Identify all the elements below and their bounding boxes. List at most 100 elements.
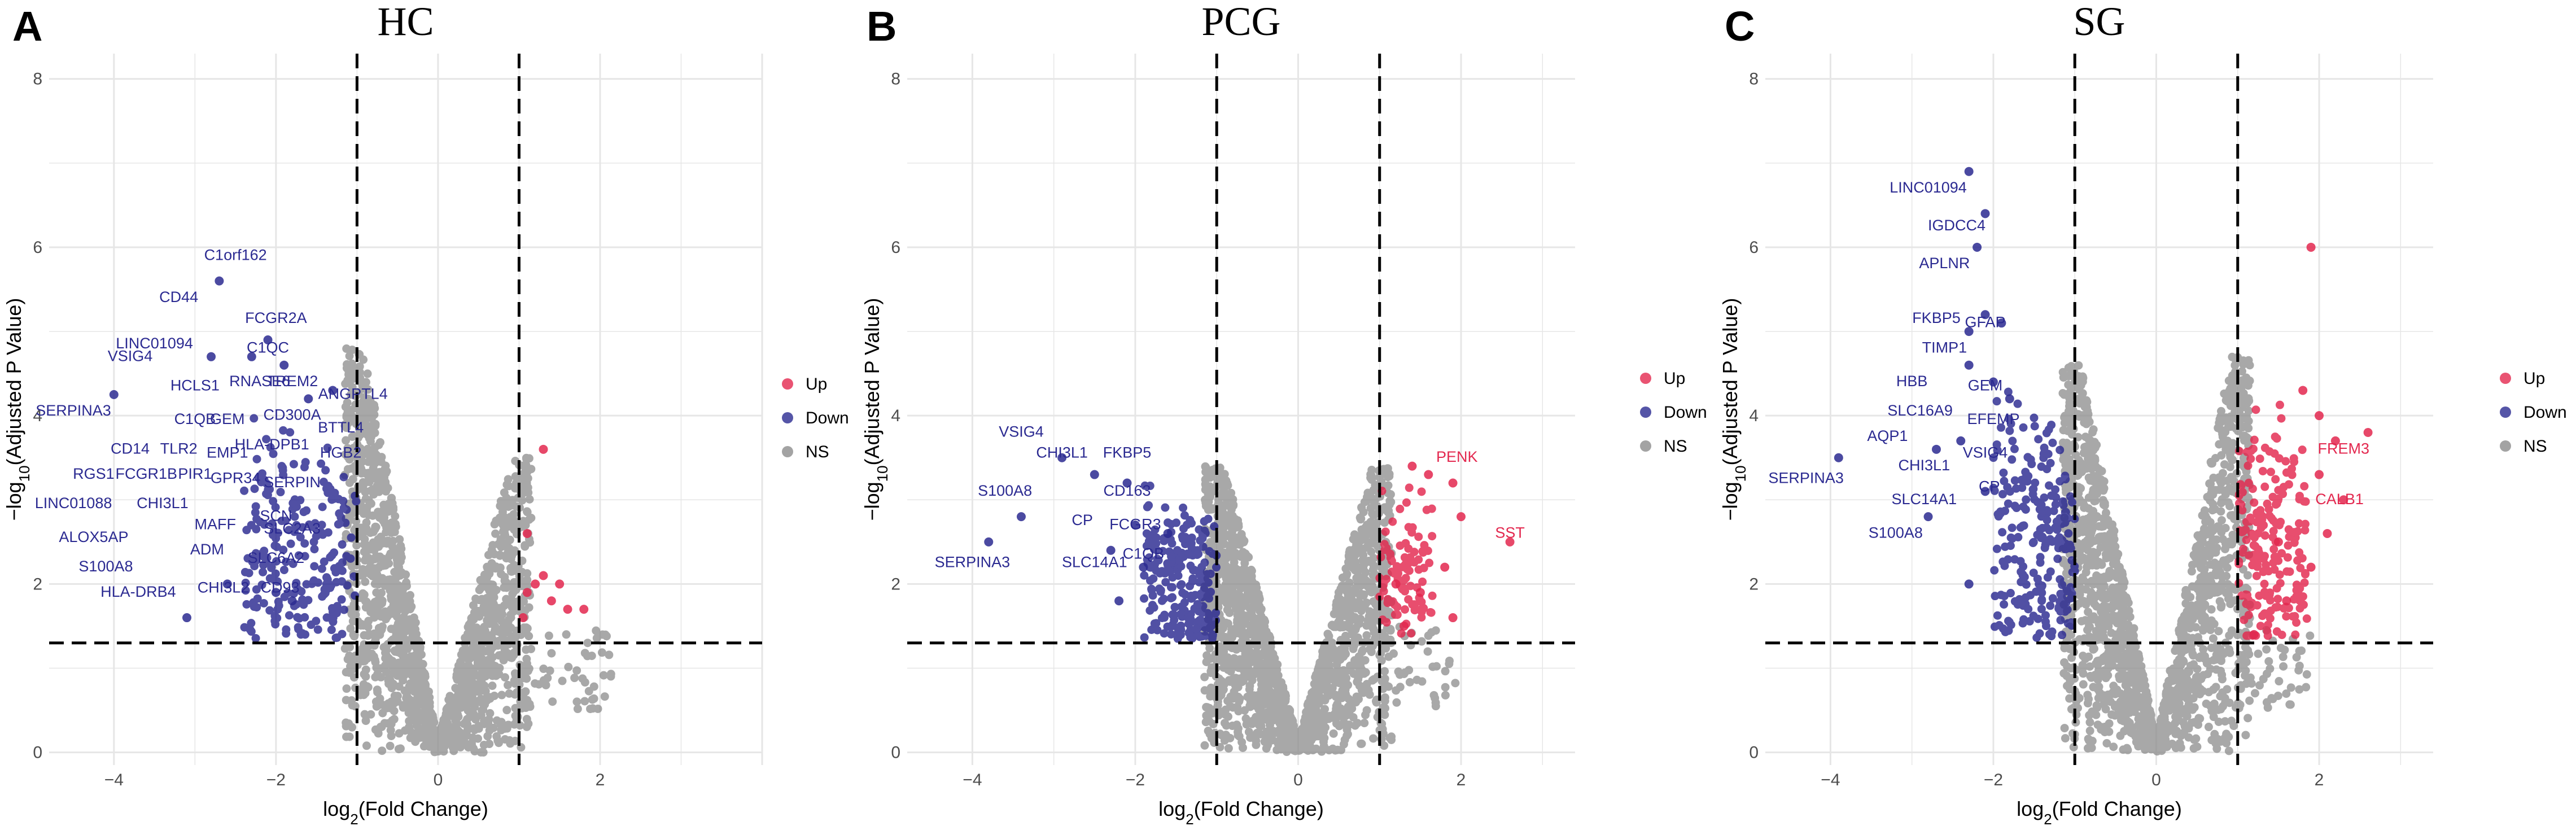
down-point <box>343 581 352 590</box>
down-point <box>1167 552 1176 561</box>
ns-point <box>370 655 379 665</box>
ns-point <box>523 624 532 633</box>
gene-label: MAFF <box>194 515 236 532</box>
ns-point <box>1239 665 1248 674</box>
ns-point <box>1219 474 1228 483</box>
x-axis-label-main: log <box>323 797 350 820</box>
ns-point <box>1234 522 1243 531</box>
ns-point <box>395 535 404 544</box>
ns-point <box>342 411 351 420</box>
down-point <box>1198 534 1207 543</box>
ns-point <box>1359 601 1368 610</box>
down-point <box>327 626 336 635</box>
ns-point <box>359 414 368 423</box>
y-axis-label-sub: 10 <box>16 465 33 482</box>
ns-point <box>1369 734 1378 743</box>
ns-point <box>451 732 460 741</box>
ns-point <box>1344 703 1353 712</box>
ns-point <box>378 709 387 718</box>
down-point <box>1180 598 1189 607</box>
up-point <box>1417 597 1426 606</box>
ns-point <box>1405 678 1414 687</box>
down-point <box>267 562 276 571</box>
down-point <box>286 539 295 548</box>
ns-point <box>452 673 461 682</box>
ns-point <box>1340 648 1349 657</box>
ns-point <box>2245 696 2254 705</box>
ns-point <box>1253 728 1262 737</box>
down-point <box>1163 528 1173 538</box>
gene-label: SST <box>1495 524 1525 541</box>
ns-point <box>1366 473 1375 482</box>
ns-point <box>1328 620 1337 630</box>
ns-point <box>343 398 352 407</box>
down-point <box>252 585 261 594</box>
ns-point <box>479 705 488 714</box>
legend-label-up: Up <box>806 375 827 394</box>
ns-point <box>428 711 437 720</box>
up-point <box>1417 605 1426 614</box>
ns-point <box>1355 537 1364 547</box>
legend-label-down: Down <box>1664 403 1707 422</box>
up-point <box>1424 470 1433 479</box>
ns-point <box>505 689 514 698</box>
up-point <box>1428 591 1437 600</box>
ns-point <box>395 594 404 603</box>
down-point <box>270 575 279 584</box>
down-point <box>323 443 332 452</box>
ns-point <box>1270 661 1279 670</box>
down-point <box>1202 617 1212 626</box>
ns-point <box>1255 623 1264 632</box>
down-point <box>287 596 297 606</box>
x-axis-label-main: log <box>1158 797 1186 820</box>
ns-point <box>502 550 511 559</box>
ns-point <box>1226 532 1235 541</box>
ns-point <box>499 626 508 635</box>
ns-point <box>348 432 357 441</box>
gene-label: LINC01094 <box>116 335 193 352</box>
ns-point <box>1328 644 1337 653</box>
ns-point <box>1338 582 1347 591</box>
up-point <box>1405 483 1414 492</box>
ns-point <box>589 682 598 691</box>
ns-point <box>548 697 557 706</box>
ns-point <box>474 724 483 733</box>
ns-point <box>458 662 467 671</box>
y-tick-label: 6 <box>891 238 900 257</box>
ns-point <box>463 726 472 735</box>
down-point <box>282 557 291 566</box>
ns-point <box>390 698 399 707</box>
up-point <box>522 528 532 538</box>
ns-point <box>1237 655 1247 665</box>
ns-point <box>374 478 383 487</box>
x-axis-label-sub: 2 <box>350 811 358 826</box>
ns-point <box>345 455 354 464</box>
ns-point <box>1265 687 1274 696</box>
ns-point <box>1423 647 1432 656</box>
down-point <box>302 580 311 589</box>
down-point <box>250 484 259 493</box>
ns-point <box>544 631 553 640</box>
up-point <box>1398 562 1407 571</box>
ns-point <box>364 631 373 640</box>
ns-point <box>357 619 366 628</box>
up-point <box>1407 629 1416 638</box>
ns-point <box>527 465 536 474</box>
down-point <box>323 528 333 537</box>
ns-point <box>362 540 371 549</box>
y-tick-label: 2 <box>891 575 900 593</box>
ns-point <box>488 671 497 680</box>
ns-point <box>502 706 511 715</box>
ns-point <box>1223 665 1232 674</box>
down-point <box>274 597 283 606</box>
ns-point <box>366 710 375 719</box>
y-tick-label: 6 <box>33 238 42 257</box>
down-point <box>1144 501 1153 510</box>
ns-point <box>1231 548 1240 557</box>
ns-point <box>370 443 379 452</box>
down-point <box>273 605 282 614</box>
y-axis-label-rest: (Adjusted P Value) <box>1718 298 1742 466</box>
down-point <box>288 560 298 569</box>
down-point <box>317 564 326 573</box>
down-point <box>1140 594 1149 603</box>
